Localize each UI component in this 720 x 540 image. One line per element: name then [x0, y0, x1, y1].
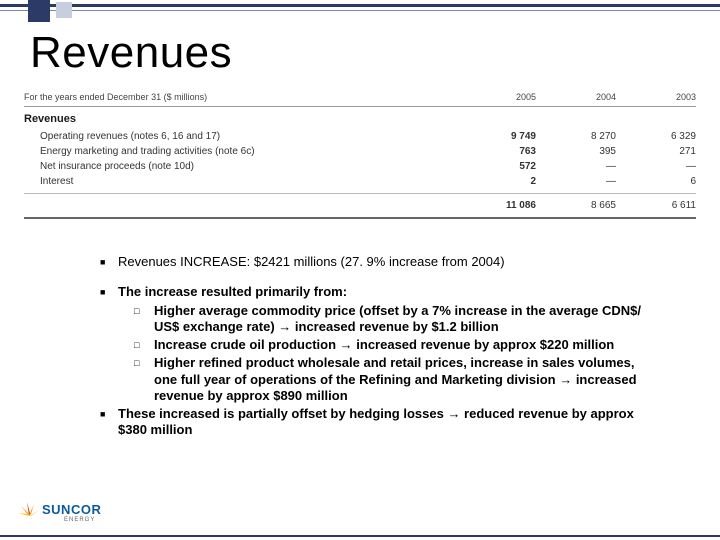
- sub-bullet-item: □ Increase crude oil production → increa…: [134, 337, 660, 353]
- table-row: Net insurance proceeds (note 10d) 572 — …: [24, 159, 696, 174]
- table-section-title: Revenues: [24, 113, 696, 125]
- table-row: Energy marketing and trading activities …: [24, 144, 696, 159]
- logo-wordmark: SUNCOR: [42, 502, 101, 517]
- bullet-item: ■ The increase resulted primarily from:: [100, 284, 660, 300]
- table-row: Interest 2 — 6: [24, 174, 696, 189]
- square-bullet-icon: ■: [100, 254, 118, 270]
- bullet-item: ■ Revenues INCREASE: $2421 millions (27.…: [100, 254, 660, 270]
- table-year-1: 2004: [536, 92, 616, 102]
- table-total-row: 11 086 8 665 6 611: [24, 198, 696, 213]
- square-bullet-icon: ■: [100, 284, 118, 300]
- sub-bullet-item: □ Higher average commodity price (offset…: [134, 303, 660, 336]
- sun-burst-icon: [16, 500, 42, 526]
- bullet-content: ■ Revenues INCREASE: $2421 millions (27.…: [100, 254, 660, 453]
- open-square-icon: □: [134, 303, 154, 336]
- slide-bottom-rule: [0, 535, 720, 537]
- slide-title: Revenues: [30, 28, 232, 78]
- table-year-0: 2005: [456, 92, 536, 102]
- sub-bullet-item: □ Higher refined product wholesale and r…: [134, 355, 660, 404]
- slide-accent: [0, 0, 720, 20]
- suncor-logo: SUNCOR ENERGY: [16, 500, 94, 530]
- open-square-icon: □: [134, 355, 154, 404]
- table-row: Operating revenues (notes 6, 16 and 17) …: [24, 129, 696, 144]
- square-bullet-icon: ■: [100, 406, 118, 439]
- open-square-icon: □: [134, 337, 154, 353]
- revenue-table: For the years ended December 31 ($ milli…: [24, 92, 696, 219]
- table-year-2: 2003: [616, 92, 696, 102]
- logo-subtext: ENERGY: [64, 517, 95, 523]
- bullet-item: ■ These increased is partially offset by…: [100, 406, 660, 439]
- table-header-label: For the years ended December 31 ($ milli…: [24, 92, 456, 102]
